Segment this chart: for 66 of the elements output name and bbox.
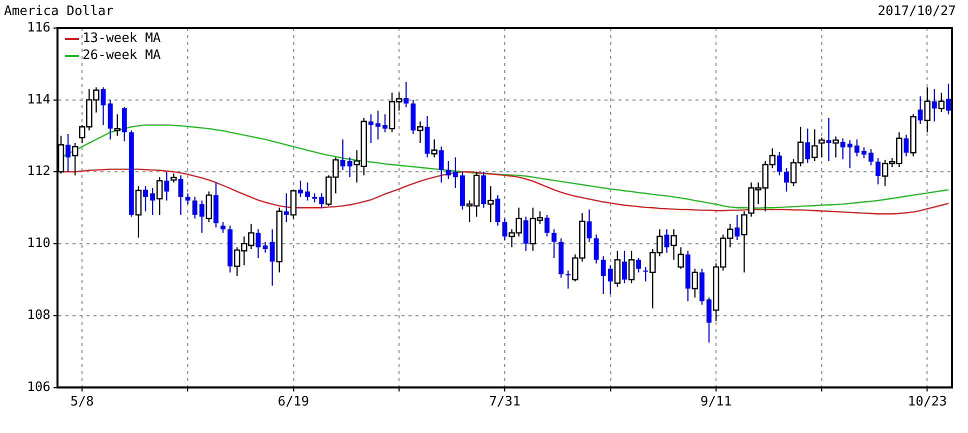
candlestick <box>368 114 374 144</box>
chart-subtitle: 2017/10/27 <box>878 4 956 19</box>
candlestick <box>876 158 881 185</box>
y-tick-label: 116 <box>26 20 50 36</box>
candlestick <box>861 146 866 159</box>
candlestick <box>636 257 642 273</box>
candlestick <box>382 114 388 133</box>
candlestick <box>840 138 846 160</box>
y-tick-label: 106 <box>26 380 50 395</box>
candlestick <box>868 148 874 166</box>
candlestick <box>495 194 500 226</box>
candlestick <box>918 96 923 125</box>
candlestick <box>600 256 606 295</box>
candlestick <box>100 86 106 126</box>
candlestick <box>622 250 627 284</box>
candlestick <box>566 270 571 290</box>
candlestick <box>375 110 380 140</box>
chart-title: America Dollar <box>4 4 114 19</box>
candlestick <box>805 128 810 164</box>
candlestick <box>502 218 508 241</box>
candlestick <box>594 234 599 264</box>
candlestick <box>199 200 204 234</box>
candlestick <box>643 266 648 282</box>
candlestick <box>66 133 71 172</box>
y-tick-label: 110 <box>26 236 50 252</box>
candlestick <box>192 196 198 220</box>
candlestick <box>784 168 789 192</box>
candlestick <box>270 228 275 286</box>
candlestick <box>776 151 782 176</box>
candlestick <box>734 214 740 241</box>
candlestick <box>284 192 289 223</box>
legend-label: 13-week MA <box>82 30 161 47</box>
candlestick <box>847 140 852 169</box>
candlestick <box>150 187 156 216</box>
legend-label: 26-week MA <box>82 47 161 64</box>
candlestick <box>178 174 184 216</box>
candlestick <box>706 296 712 344</box>
candlestick <box>305 182 310 202</box>
candlestick <box>932 88 937 122</box>
candlestick <box>347 156 352 178</box>
candlestick <box>404 81 409 108</box>
candlestick <box>164 171 170 202</box>
candlestick <box>340 138 346 171</box>
y-tick-label: 114 <box>26 92 51 108</box>
x-tick-label: 5/8 <box>70 394 94 410</box>
candlestick <box>452 156 458 189</box>
candlestick <box>946 83 951 115</box>
candlestick <box>544 214 550 238</box>
candlestick <box>220 221 226 234</box>
x-tick-label: 10/23 <box>908 394 947 410</box>
candlestick <box>446 160 451 180</box>
y-tick-label: 108 <box>26 308 50 323</box>
candlestick <box>523 216 528 252</box>
candlestick <box>552 228 557 259</box>
candlestick <box>854 138 860 157</box>
candlestick <box>143 186 148 212</box>
candlestick <box>664 228 670 254</box>
candlestick <box>608 264 613 295</box>
candlestick <box>826 117 832 162</box>
candlestick <box>298 180 303 198</box>
x-tick-label: 6/19 <box>278 394 310 410</box>
x-tick-label: 7/31 <box>489 394 520 410</box>
candlestick <box>319 192 324 208</box>
y-tick-label: 112 <box>26 164 50 180</box>
x-tick-label: 9/11 <box>700 394 732 410</box>
candlestick <box>438 146 444 184</box>
